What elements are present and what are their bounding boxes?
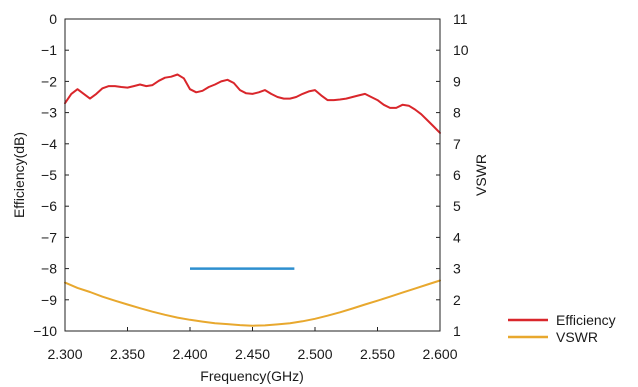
- x-tick-label: 2.450: [235, 346, 270, 362]
- y-tick-label: −3: [41, 105, 57, 121]
- y2-tick-label: 2: [453, 292, 461, 308]
- y-tick-label: −2: [41, 73, 57, 89]
- x-tick-label: 2.300: [47, 346, 82, 362]
- y-tick-label: −1: [41, 42, 57, 58]
- y2-tick-label: 7: [453, 136, 461, 152]
- y2-tick-label: 8: [453, 105, 461, 121]
- y2-tick-label: 6: [453, 167, 461, 183]
- y-tick-label: −4: [41, 136, 57, 152]
- x-axis-title: Frequency(GHz): [200, 368, 303, 384]
- plot-marks: [64, 73, 441, 327]
- legend: Efficiency VSWR: [508, 312, 616, 345]
- y2-tick-label: 11: [453, 11, 468, 27]
- y-tick-label: −6: [41, 198, 57, 214]
- y-tick-label: −9: [41, 292, 57, 308]
- x-tick-label: 2.400: [172, 346, 207, 362]
- y-tick-label: −7: [41, 229, 57, 245]
- y2-tick-label: 10: [453, 42, 469, 58]
- x-tick-label: 2.600: [422, 346, 457, 362]
- legend-label-vswr: VSWR: [556, 329, 598, 345]
- x-tick-label: 2.500: [297, 346, 332, 362]
- axis-ticks: 2.300 2.350 2.400 2.450 2.500 2.550 2.600 0 −1 −2…: [33, 11, 469, 362]
- y2-tick-label: 3: [453, 261, 461, 277]
- y-tick-label: 0: [49, 11, 57, 27]
- x-tick-label: 2.350: [110, 346, 145, 362]
- y2-tick-label: 4: [453, 229, 461, 245]
- x-tick-label: 2.550: [360, 346, 395, 362]
- series-line-efficiency: [64, 73, 441, 134]
- y-axis-title: Efficiency(dB): [11, 132, 27, 218]
- legend-label-efficiency: Efficiency: [556, 312, 616, 328]
- y-tick-label: −8: [41, 261, 57, 277]
- y2-tick-label: 9: [453, 73, 461, 89]
- y2-tick-label: 5: [453, 198, 461, 214]
- y2-tick-label: 1: [453, 323, 461, 339]
- y2-axis-title: VSWR: [473, 154, 489, 196]
- y-tick-label: −10: [33, 323, 57, 339]
- plot-frame: [64, 18, 441, 332]
- y-tick-label: −5: [41, 167, 57, 183]
- series-line-vswr: [64, 279, 441, 327]
